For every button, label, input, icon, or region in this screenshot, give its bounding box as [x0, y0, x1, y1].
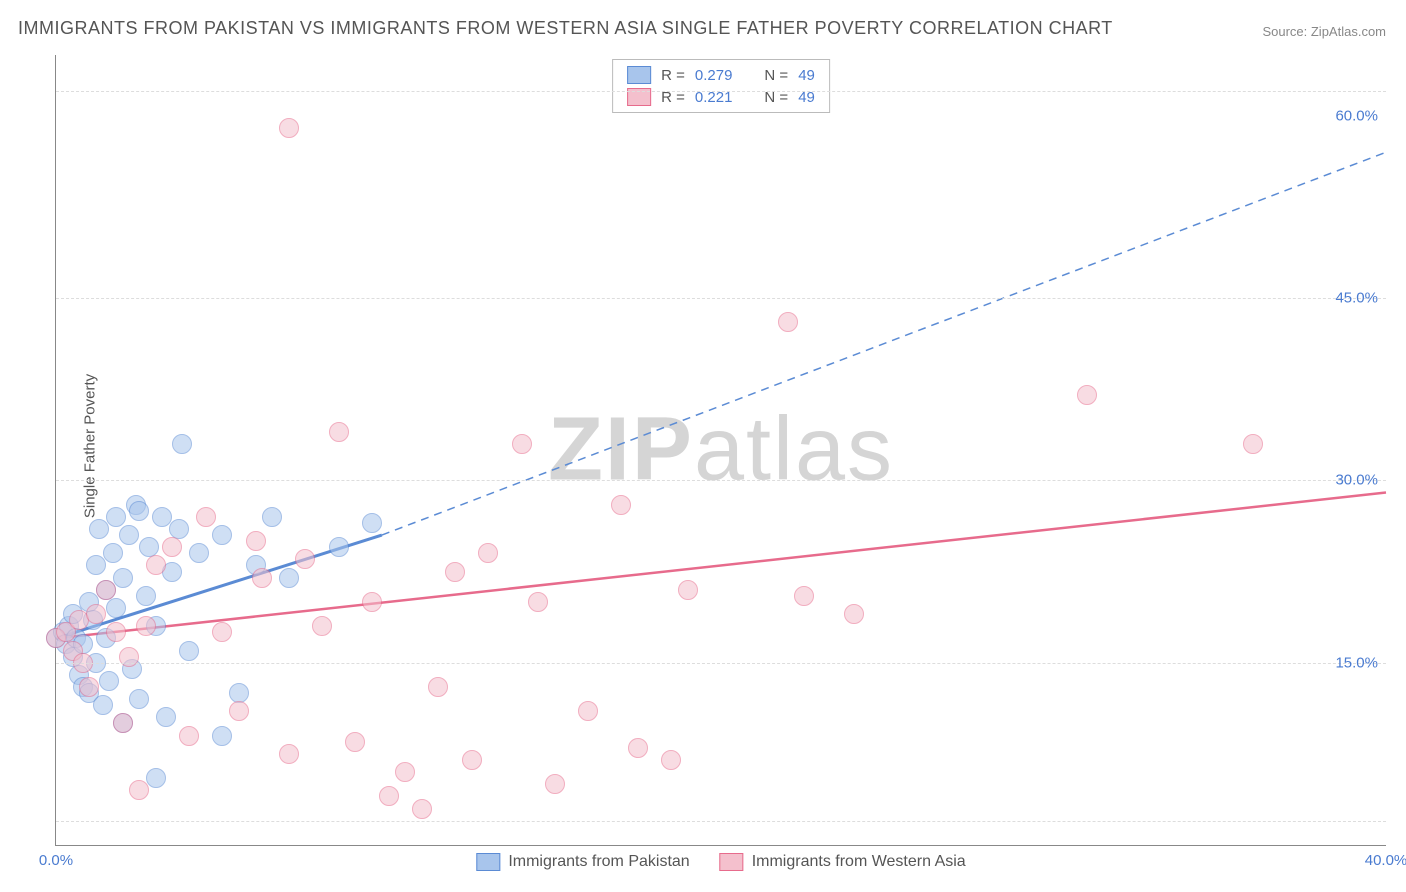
data-point — [136, 616, 156, 636]
data-point — [172, 434, 192, 454]
data-point — [428, 677, 448, 697]
data-point — [462, 750, 482, 770]
data-point — [106, 507, 126, 527]
data-point — [229, 683, 249, 703]
data-point — [362, 513, 382, 533]
data-point — [678, 580, 698, 600]
data-point — [445, 562, 465, 582]
data-point — [86, 555, 106, 575]
data-point — [362, 592, 382, 612]
data-point — [96, 580, 116, 600]
data-point — [106, 622, 126, 642]
data-point — [578, 701, 598, 721]
x-tick-label: 0.0% — [39, 852, 73, 869]
data-point — [345, 732, 365, 752]
gridline — [56, 298, 1386, 299]
legend-row: R =0.279N =49 — [627, 64, 815, 86]
data-point — [279, 118, 299, 138]
data-point — [99, 671, 119, 691]
legend-item: Immigrants from Western Asia — [720, 853, 966, 871]
legend-item: Immigrants from Pakistan — [476, 853, 689, 871]
data-point — [129, 501, 149, 521]
data-point — [395, 762, 415, 782]
data-point — [103, 543, 123, 563]
data-point — [136, 586, 156, 606]
y-tick-label: 60.0% — [1335, 107, 1378, 124]
data-point — [119, 525, 139, 545]
data-point — [1077, 385, 1097, 405]
data-point — [189, 543, 209, 563]
gridline — [56, 663, 1386, 664]
source-attribution: Source: ZipAtlas.com — [1262, 24, 1386, 39]
data-point — [279, 744, 299, 764]
series-legend: Immigrants from Pakistan Immigrants from … — [476, 853, 965, 871]
data-point — [93, 695, 113, 715]
data-point — [179, 726, 199, 746]
data-point — [212, 525, 232, 545]
data-point — [611, 495, 631, 515]
correlation-legend: R =0.279N =49R =0.221N =49 — [612, 59, 830, 113]
data-point — [169, 519, 189, 539]
data-point — [252, 568, 272, 588]
data-point — [512, 434, 532, 454]
data-point — [89, 519, 109, 539]
data-point — [146, 768, 166, 788]
data-point — [79, 677, 99, 697]
trend-lines — [56, 55, 1386, 845]
data-point — [628, 738, 648, 758]
data-point — [106, 598, 126, 618]
gridline — [56, 91, 1386, 92]
data-point — [196, 507, 216, 527]
data-point — [412, 799, 432, 819]
data-point — [212, 726, 232, 746]
data-point — [329, 537, 349, 557]
data-point — [156, 707, 176, 727]
data-point — [229, 701, 249, 721]
data-point — [146, 555, 166, 575]
data-point — [379, 786, 399, 806]
data-point — [295, 549, 315, 569]
data-point — [279, 568, 299, 588]
watermark: ZIPatlas — [548, 399, 894, 502]
y-tick-label: 15.0% — [1335, 654, 1378, 671]
data-point — [162, 537, 182, 557]
data-point — [139, 537, 159, 557]
x-tick-label: 40.0% — [1365, 852, 1406, 869]
data-point — [778, 312, 798, 332]
data-point — [528, 592, 548, 612]
data-point — [113, 713, 133, 733]
data-point — [212, 622, 232, 642]
legend-row: R =0.221N =49 — [627, 86, 815, 108]
data-point — [545, 774, 565, 794]
data-point — [179, 641, 199, 661]
data-point — [262, 507, 282, 527]
data-point — [794, 586, 814, 606]
y-tick-label: 45.0% — [1335, 290, 1378, 307]
gridline — [56, 480, 1386, 481]
chart-title: IMMIGRANTS FROM PAKISTAN VS IMMIGRANTS F… — [18, 18, 1113, 39]
data-point — [129, 780, 149, 800]
data-point — [844, 604, 864, 624]
gridline — [56, 821, 1386, 822]
data-point — [86, 604, 106, 624]
data-point — [329, 422, 349, 442]
data-point — [129, 689, 149, 709]
data-point — [312, 616, 332, 636]
scatter-plot: ZIPatlas R =0.279N =49R =0.221N =49 Immi… — [55, 55, 1386, 846]
data-point — [661, 750, 681, 770]
data-point — [113, 568, 133, 588]
y-tick-label: 30.0% — [1335, 472, 1378, 489]
data-point — [246, 531, 266, 551]
data-point — [1243, 434, 1263, 454]
data-point — [478, 543, 498, 563]
